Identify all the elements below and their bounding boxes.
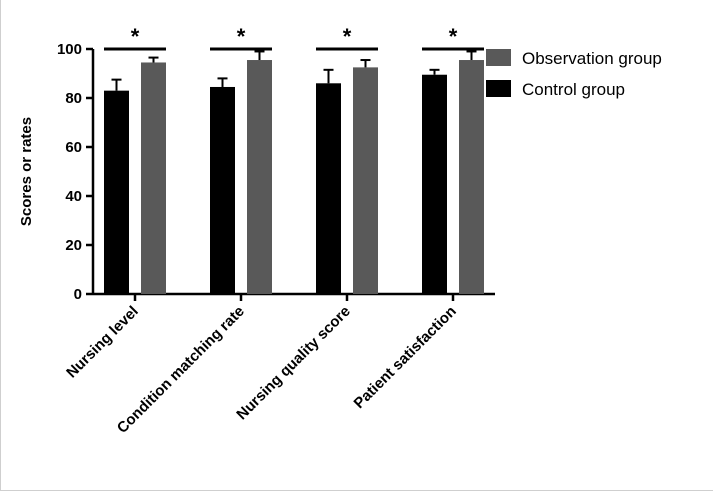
y-tick-label: 80 (65, 90, 82, 107)
y-tick-label: 100 (57, 41, 82, 58)
legend-swatch (486, 49, 511, 66)
legend-swatch (486, 80, 511, 97)
y-tick-label: 0 (74, 286, 82, 303)
legend-label: Control group (522, 80, 625, 99)
bar (316, 83, 341, 294)
x-category-label: Patient satisfaction (351, 303, 460, 412)
bar (104, 90, 129, 295)
y-tick-label: 20 (65, 237, 82, 254)
legend-label: Observation group (522, 49, 662, 68)
significance-star: * (449, 24, 458, 49)
y-tick-label: 40 (65, 188, 82, 205)
significance-star: * (131, 24, 140, 49)
bar (459, 60, 484, 295)
y-axis-title: Scores or rates (18, 117, 35, 226)
significance-star: * (237, 24, 246, 49)
bar (210, 86, 235, 294)
bar (353, 67, 378, 294)
x-category-label: Condition matching rate (114, 303, 248, 437)
x-category-label: Nursing level (63, 303, 142, 382)
bar (422, 74, 447, 294)
significance-star: * (343, 24, 352, 49)
x-category-label: Nursing quality score (233, 303, 353, 423)
bar (247, 60, 272, 295)
bar (141, 62, 166, 294)
y-tick-label: 60 (65, 139, 82, 156)
